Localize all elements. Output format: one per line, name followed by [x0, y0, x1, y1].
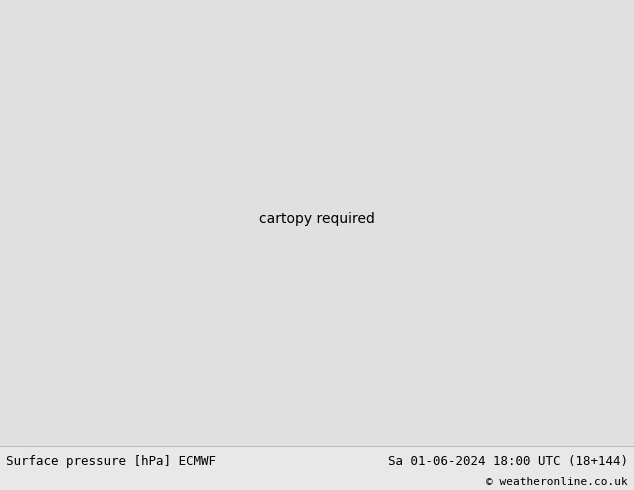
Text: cartopy required: cartopy required: [259, 212, 375, 226]
Text: © weatheronline.co.uk: © weatheronline.co.uk: [486, 477, 628, 487]
Text: Surface pressure [hPa] ECMWF: Surface pressure [hPa] ECMWF: [6, 455, 216, 468]
Text: Sa 01-06-2024 18:00 UTC (18+144): Sa 01-06-2024 18:00 UTC (18+144): [387, 455, 628, 468]
